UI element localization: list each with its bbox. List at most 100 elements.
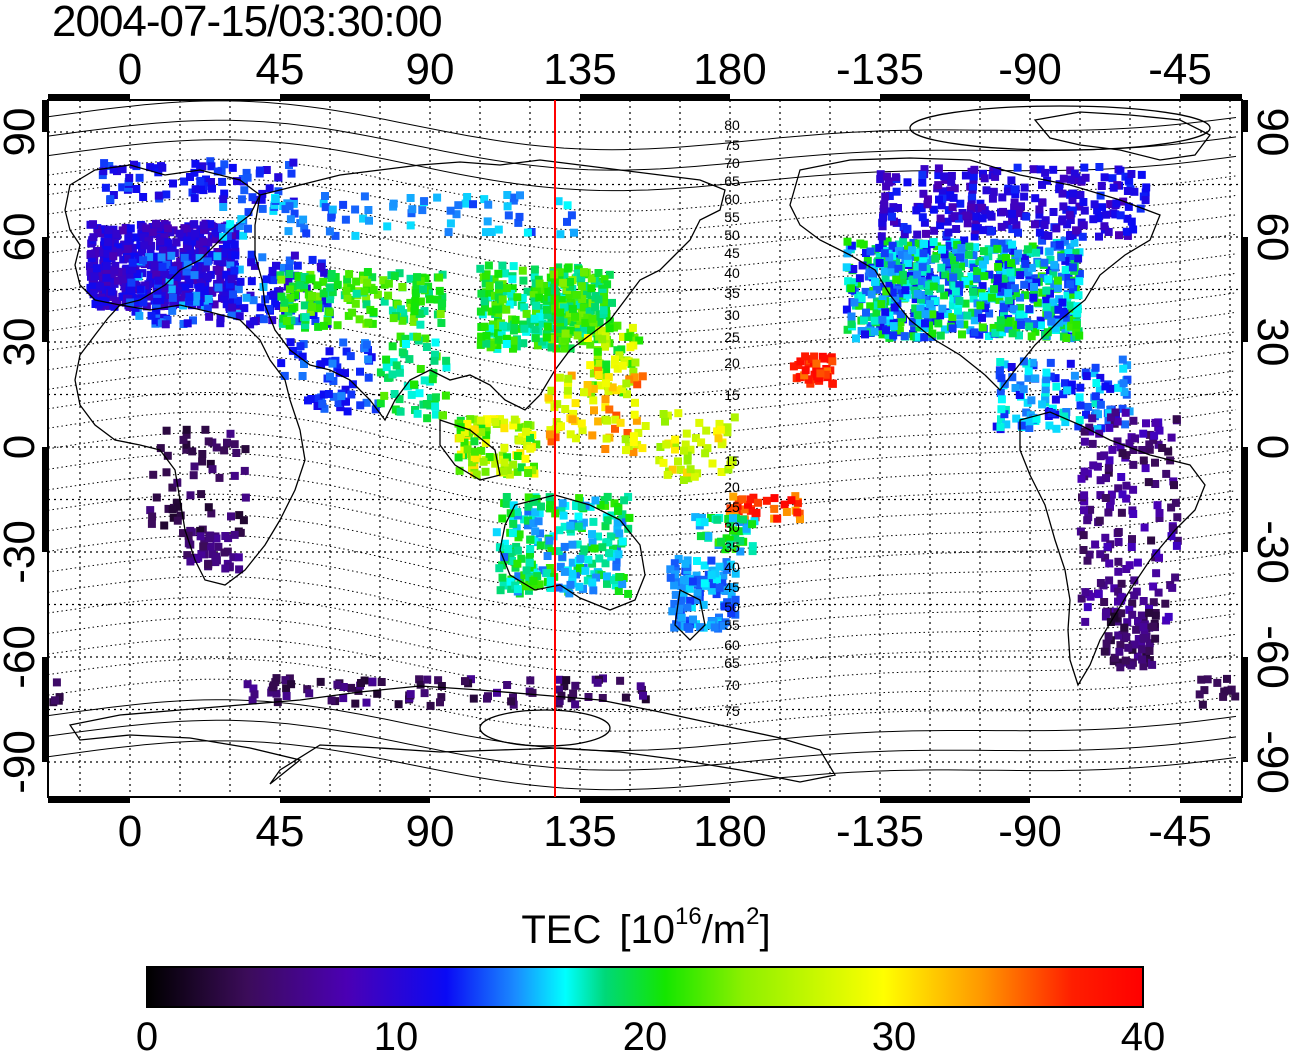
tec-cell (1172, 541, 1181, 550)
tec-cell (872, 285, 881, 294)
tec-cell (1085, 550, 1094, 559)
tec-cell (147, 311, 156, 320)
x-tick-label-bottom: 180 (693, 807, 766, 856)
tec-cell (985, 270, 994, 279)
tec-cell (616, 418, 625, 427)
tec-cell (1066, 216, 1075, 224)
tec-cell (185, 292, 194, 301)
tec-cell (356, 401, 365, 410)
contour-label: 15 (724, 453, 740, 469)
tec-cell (1016, 271, 1025, 280)
contour-label: 45 (724, 245, 740, 261)
tec-cell (944, 310, 952, 318)
contour-labels: 8075706560555045403530252015152025303540… (724, 117, 740, 719)
tec-cell (186, 491, 195, 500)
tec-cell (1027, 263, 1036, 272)
tec-cell (1044, 275, 1053, 284)
tec-cell (1094, 590, 1103, 599)
tec-cell (220, 548, 229, 557)
contour-label: 75 (724, 137, 740, 153)
tec-cell (198, 457, 207, 466)
tec-cell (1028, 242, 1037, 251)
tec-cell (495, 281, 503, 290)
tec-cell (502, 340, 511, 348)
tec-cell (247, 250, 256, 259)
tec-cell (1035, 210, 1044, 219)
tec-cell (480, 322, 489, 331)
tec-cell (559, 584, 568, 593)
tec-cell (320, 321, 328, 330)
tec-cell (731, 610, 740, 619)
tec-cell (483, 217, 492, 226)
tec-cell (590, 406, 598, 415)
tec-cell (666, 573, 675, 582)
tec-cell (1068, 196, 1077, 205)
tec-cell (502, 493, 511, 501)
tec-cell (946, 186, 955, 195)
tec-cell (849, 265, 858, 273)
tec-cell (377, 678, 386, 686)
tec-cell (461, 677, 469, 686)
tec-cell (1036, 165, 1045, 174)
tec-cell (519, 339, 528, 348)
tec-cell (610, 576, 619, 585)
tec-cell (1010, 284, 1019, 293)
tec-cell (1112, 199, 1121, 208)
tec-cell (515, 212, 524, 221)
tec-cell (1049, 298, 1058, 307)
tec-cell (714, 434, 723, 443)
tec-cell (135, 173, 144, 182)
tec-cell (679, 590, 688, 599)
tec-cell (167, 251, 176, 260)
tec-cell (182, 267, 191, 276)
tec-cell (1098, 203, 1106, 212)
tec-cell (633, 380, 642, 389)
tec-cell (494, 269, 503, 278)
tec-cell (1090, 369, 1099, 378)
tec-cell (586, 361, 595, 370)
tec-cell (881, 308, 890, 317)
tec-cell (189, 316, 197, 325)
colorbar-tick-label: 10 (373, 1015, 419, 1059)
tec-cell (1007, 275, 1016, 284)
magnetic-contour (48, 353, 1237, 417)
tec-cell (181, 284, 190, 293)
tec-cell (602, 538, 611, 547)
contour-label: 45 (724, 579, 740, 595)
tec-cell (938, 245, 946, 254)
tec-cell (1023, 245, 1032, 254)
tec-cell (513, 467, 522, 476)
tec-cell (480, 297, 489, 306)
tec-cell (1051, 395, 1060, 404)
tec-cell (191, 159, 200, 168)
tec-cell (206, 157, 215, 166)
tec-cell (1090, 200, 1099, 209)
tec-cell (214, 283, 223, 292)
tec-cell (339, 694, 348, 703)
tec-cell (1004, 318, 1013, 327)
tec-cell (199, 542, 208, 551)
tec-cell (934, 164, 943, 173)
tec-cell (626, 343, 635, 352)
tec-cell (410, 380, 418, 389)
tec-cell (812, 359, 821, 368)
tec-cell (555, 526, 564, 535)
tec-cell (191, 249, 200, 258)
tec-cell (131, 307, 140, 316)
tec-cell (234, 296, 242, 305)
tec-cell (509, 421, 518, 430)
tec-cell (200, 536, 209, 545)
tec-cell (1155, 514, 1164, 522)
tec-cell (881, 192, 890, 201)
tec-cell (484, 200, 493, 209)
tec-cell (987, 293, 996, 302)
tec-cell (569, 689, 578, 698)
tec-cell (727, 583, 736, 591)
tec-cell (623, 390, 631, 399)
tec-cell (1079, 198, 1088, 206)
tec-cell (561, 335, 570, 344)
tec-cell (1129, 416, 1138, 425)
tec-cell (531, 334, 540, 343)
tec-cell (284, 277, 293, 286)
tec-cell (87, 254, 96, 263)
